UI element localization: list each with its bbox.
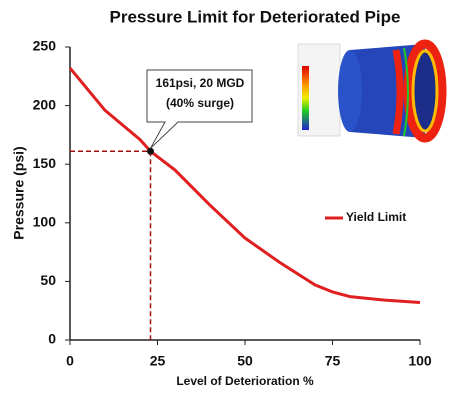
y-tick-label: 50 (40, 272, 56, 288)
y-axis-label: Pressure (psi) (11, 146, 27, 239)
point (147, 148, 154, 155)
x-tick-label: 100 (408, 353, 432, 369)
x-tick-label: 50 (237, 353, 253, 369)
x-tick-label: 25 (150, 353, 166, 369)
chart: Pressure Limit for Deteriorated Pipe Lev… (0, 0, 454, 396)
x-axis-label: Level of Deterioration % (176, 374, 314, 388)
y-tick-label: 0 (48, 331, 56, 347)
x-tick-label: 75 (325, 353, 341, 369)
y-tick-label: 100 (33, 214, 57, 230)
fea-inset (298, 44, 442, 138)
y-tick-label: 250 (33, 38, 57, 54)
annotation-text: 161psi, 20 MGD (156, 76, 245, 90)
y-tick-label: 200 (33, 96, 57, 112)
annotation-text: (40% surge) (166, 96, 234, 110)
legend-label: Yield Limit (346, 210, 406, 224)
chart-title: Pressure Limit for Deteriorated Pipe (110, 7, 401, 26)
x-tick-label: 0 (66, 353, 74, 369)
y-tick-label: 150 (33, 155, 57, 171)
